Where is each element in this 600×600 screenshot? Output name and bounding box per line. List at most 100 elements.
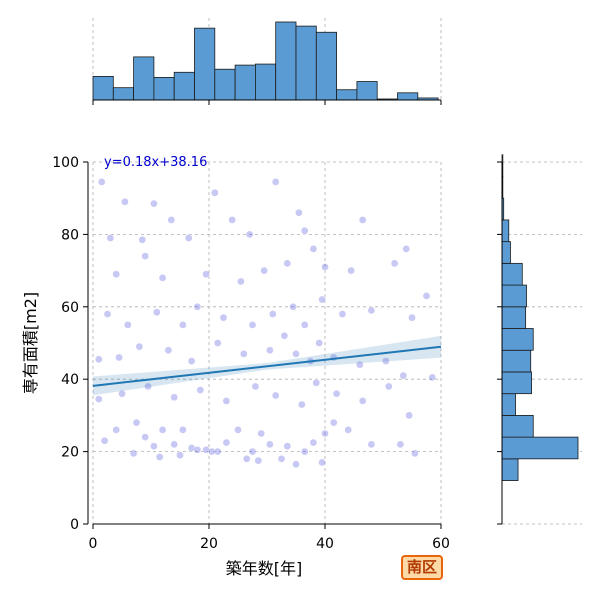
scatter-point: [292, 460, 300, 469]
scatter-point: [141, 433, 150, 441]
scatter-point: [94, 395, 103, 403]
scatter-point: [384, 382, 393, 391]
top-hist-bar: [153, 77, 175, 101]
right-hist-bar: [501, 414, 534, 438]
right-hist-bar: [501, 458, 519, 481]
top-hist-bar: [214, 68, 236, 101]
scatter-point: [292, 350, 300, 358]
scatter-point: [210, 188, 219, 197]
scatter-point: [222, 397, 231, 405]
right-hist-bar: [501, 393, 516, 416]
y-tick-label: 20: [61, 445, 79, 461]
top-hist-bar: [295, 25, 317, 101]
scatter-point: [167, 216, 176, 224]
scatter-point: [138, 235, 147, 244]
scatter-point: [132, 418, 141, 427]
right-hist-bar: [501, 219, 510, 243]
scatter-point: [193, 302, 202, 311]
x-tick-label: 60: [432, 536, 450, 552]
right-hist-bar: [501, 328, 534, 351]
scatter-point: [144, 382, 152, 391]
regression: [92, 335, 442, 396]
scatter-point: [187, 357, 196, 365]
scatter-point: [97, 178, 106, 186]
scatter-point: [94, 355, 103, 364]
top-hist-bar: [397, 92, 419, 101]
scatter-points: [94, 178, 437, 469]
top-hist-bar: [336, 89, 358, 101]
scatter-point: [358, 397, 367, 405]
top-histogram: [92, 21, 439, 101]
scatter-point: [266, 440, 274, 449]
scatter-point: [260, 266, 268, 275]
scatter-point: [338, 310, 347, 318]
right-hist-bar: [501, 436, 579, 460]
scatter-point: [321, 263, 329, 271]
scatter-point: [318, 458, 326, 467]
x-axis-label: 築年数[年]: [226, 559, 303, 578]
scatter-point: [100, 436, 109, 445]
scatter-point: [213, 447, 222, 456]
scatter-point: [222, 438, 231, 447]
scatter-point: [309, 245, 318, 253]
scatter-point: [300, 226, 309, 235]
scatter-point: [309, 438, 318, 447]
scatter-point: [245, 230, 254, 239]
scatter-point: [135, 342, 144, 351]
scatter-point: [202, 445, 210, 454]
scatter-point: [187, 444, 196, 452]
scatter-point: [399, 371, 408, 380]
scatter-point: [396, 440, 405, 449]
scatter-point: [158, 426, 167, 434]
regression-equation: y=0.18x+38.16: [104, 155, 207, 170]
scatter-point: [228, 216, 237, 224]
scatter-point: [103, 310, 112, 318]
scatter-point: [347, 266, 355, 275]
scatter-point: [184, 234, 193, 242]
scatter-point: [208, 447, 216, 456]
scatter-point: [367, 440, 376, 449]
scatter-point: [344, 426, 353, 434]
y-tick-label: 0: [70, 517, 79, 533]
scatter-point: [355, 360, 364, 369]
scatter-point: [213, 339, 222, 347]
top-hist-bar: [356, 81, 378, 101]
right-hist-bar: [501, 284, 527, 308]
axes: 0 20 40 60 0 20 40 60 80 100: [52, 99, 503, 552]
scatter-point: [289, 302, 297, 311]
scatter-point: [115, 353, 123, 362]
scatter-point: [332, 389, 341, 398]
scatter-point: [428, 373, 437, 382]
scatter-point: [251, 382, 260, 391]
scatter-point: [266, 346, 274, 355]
scatter-point: [141, 252, 150, 260]
scatter-point: [300, 447, 309, 456]
x-tick-label: 0: [89, 536, 98, 552]
scatter-point: [164, 346, 173, 355]
scatter-point: [242, 454, 251, 463]
scatter-point: [179, 321, 187, 329]
scatter-point: [411, 449, 419, 458]
scatter-point: [367, 306, 376, 315]
scatter-point: [268, 310, 277, 318]
top-hist-bar: [92, 75, 114, 101]
scatter-point: [170, 440, 179, 449]
top-hist-bar: [173, 71, 195, 101]
scatter-point: [234, 426, 242, 434]
scatter-point: [277, 454, 286, 463]
right-hist-bar: [501, 241, 511, 264]
scatter-point: [283, 259, 292, 268]
right-hist-bar: [501, 306, 527, 329]
scatter-point: [219, 313, 228, 322]
scatter-point: [297, 400, 306, 409]
top-hist-bar: [194, 27, 216, 101]
scatter-point: [118, 389, 126, 398]
scatter-point: [283, 442, 292, 451]
scatter-point: [405, 411, 413, 420]
scatter-point: [239, 350, 248, 358]
scatter-point: [121, 197, 129, 206]
scatter-point: [390, 259, 399, 268]
scatter-point: [329, 418, 338, 427]
scatter-point: [129, 449, 138, 458]
scatter-point: [402, 245, 411, 253]
